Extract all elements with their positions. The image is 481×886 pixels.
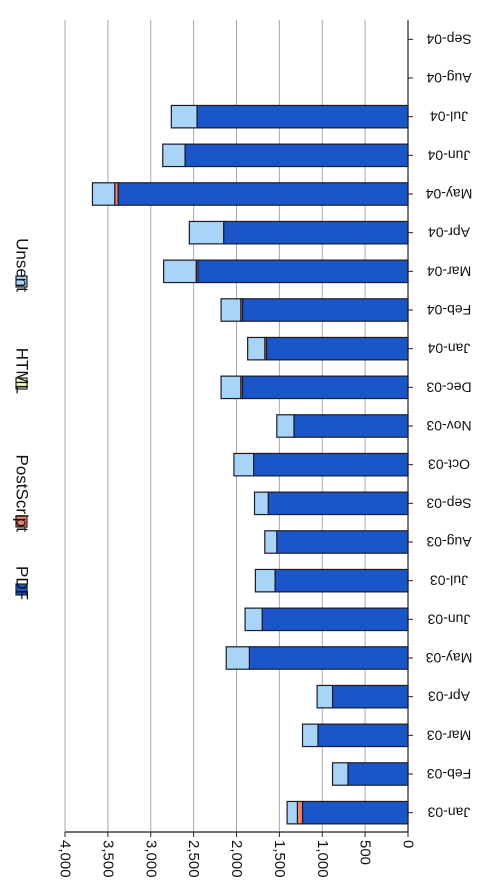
bar-segment-pdf bbox=[276, 530, 409, 554]
category-label: Jun-03 bbox=[427, 611, 470, 627]
bar-segment-pdf bbox=[293, 414, 409, 438]
bar-segment-unsent bbox=[316, 684, 334, 709]
bar-segment-unsent bbox=[301, 723, 319, 748]
bar-segment-pdf bbox=[317, 723, 409, 748]
category-label: May-04 bbox=[425, 186, 472, 202]
category-label: Nov-03 bbox=[426, 418, 471, 434]
value-tick-label: 4,000 bbox=[57, 840, 74, 878]
category-label: Jul-04 bbox=[430, 109, 468, 125]
bar-segment-pdf bbox=[261, 607, 409, 632]
value-tick-label: 1,000 bbox=[314, 840, 331, 878]
bar-segment-pdf bbox=[267, 491, 409, 516]
value-tick-label: 0 bbox=[400, 840, 417, 848]
category-axis: Jan-03 Feb-03 Mar-03 Apr-03 May-03 Jun-03 Jul-… bbox=[408, 31, 472, 821]
category-label: Feb-04 bbox=[427, 302, 472, 318]
legend-label-pdf: PDF bbox=[13, 566, 32, 600]
category-label: Mar-03 bbox=[427, 727, 472, 743]
bar-segment-unsent bbox=[163, 259, 197, 284]
bar-segment-unsent bbox=[220, 298, 242, 322]
bar-segment-unsent bbox=[225, 646, 250, 670]
bar-segment-unsent bbox=[162, 143, 186, 168]
category-label: Dec-03 bbox=[426, 379, 471, 395]
bar-segment-unsent bbox=[331, 762, 349, 786]
value-tick-label: 2,500 bbox=[185, 840, 202, 878]
legend-swatch-unsent bbox=[15, 275, 28, 288]
category-label: Aug-03 bbox=[426, 534, 471, 550]
bar-segment-unsent bbox=[247, 336, 266, 361]
legend-label-postscript: PostScript bbox=[13, 455, 32, 533]
bar-segment-unsent bbox=[253, 491, 269, 516]
bar-segment-pdf bbox=[197, 259, 409, 284]
value-tick-label: 500 bbox=[357, 840, 374, 865]
legend-swatch-html bbox=[15, 377, 28, 390]
value-tick-label: 3,500 bbox=[99, 840, 116, 878]
category-label: Sep-03 bbox=[426, 495, 471, 511]
legend-swatch-postscript bbox=[15, 515, 28, 528]
bar-segment-unsent bbox=[233, 452, 255, 477]
bar-segment-pdf bbox=[331, 684, 409, 709]
category-label: Aug-04 bbox=[426, 70, 471, 86]
bar-segment-pdf bbox=[184, 143, 409, 168]
bar-segment-unsent bbox=[286, 800, 298, 825]
legend-label-html: HTML bbox=[13, 348, 32, 394]
bar-segment-pdf bbox=[223, 220, 409, 245]
bar-segment-unsent bbox=[244, 607, 263, 632]
category-label: Apr-04 bbox=[428, 225, 470, 241]
category-label: Jun-04 bbox=[427, 147, 470, 163]
category-label: Oct-03 bbox=[428, 457, 470, 473]
category-label: May-03 bbox=[425, 650, 472, 666]
category-label: Feb-03 bbox=[427, 766, 472, 782]
category-label: Jan-04 bbox=[427, 341, 470, 357]
bar-segment-unsent bbox=[188, 220, 225, 245]
bar-segment-postscript bbox=[296, 800, 304, 825]
bar-segment-pdf bbox=[196, 104, 409, 129]
category-label: Jul-03 bbox=[430, 573, 468, 589]
bar-segment-unsent bbox=[170, 104, 198, 129]
bar-segment-pdf bbox=[117, 182, 409, 206]
category-label: Apr-03 bbox=[428, 689, 470, 705]
bar-segment-unsent bbox=[91, 182, 116, 206]
bar-segment-pdf bbox=[241, 298, 409, 322]
bar-segment-pdf bbox=[241, 375, 409, 400]
bar-segment-unsent bbox=[264, 530, 278, 554]
bar-segment-unsent bbox=[220, 375, 242, 400]
bar-segment-pdf bbox=[301, 800, 409, 825]
bar-segment-pdf bbox=[347, 762, 409, 786]
bar-segment-pdf bbox=[248, 646, 409, 670]
bar-segment-unsent bbox=[254, 568, 276, 593]
bar-segment-pdf bbox=[274, 568, 409, 593]
category-label: Mar-04 bbox=[427, 263, 472, 279]
bar-segment-pdf bbox=[265, 336, 409, 361]
value-tick-label: 1,500 bbox=[271, 840, 288, 878]
category-label: Sep-04 bbox=[426, 31, 471, 47]
bar-segment-pdf bbox=[253, 452, 409, 477]
value-tick-label: 2,000 bbox=[228, 840, 245, 878]
legend: PDF PostScript HTML Unsent bbox=[13, 238, 32, 600]
legend-label-unsent: Unsent bbox=[13, 238, 32, 292]
bars bbox=[91, 104, 409, 825]
legend-swatch-pdf bbox=[15, 583, 28, 596]
category-label: Jan-03 bbox=[427, 805, 470, 821]
value-tick-label: 3,000 bbox=[142, 840, 159, 878]
bar-segment-unsent bbox=[276, 414, 295, 438]
